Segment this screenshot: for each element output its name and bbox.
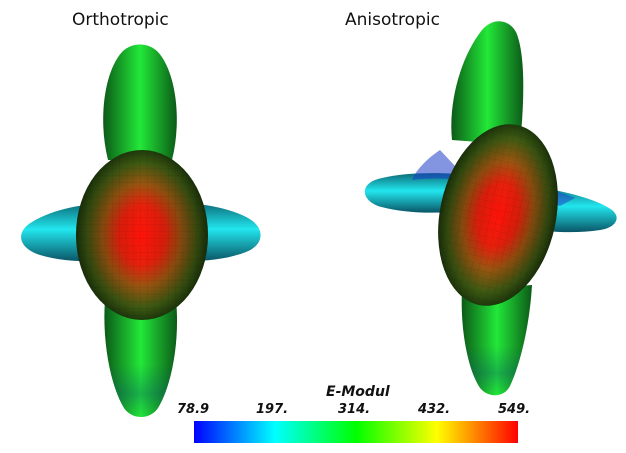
colorbar-tick-label: 549. [498, 402, 531, 417]
orthotropic-surface [21, 44, 261, 417]
colorbar-tick-label: 197. [256, 402, 289, 417]
colorbar-title: E-Modul [326, 384, 390, 400]
title-orthotropic: Orthotropic [72, 10, 169, 30]
ortho-top-lobe [103, 44, 177, 160]
colorbar-tick-label: 432. [418, 402, 451, 417]
anisotropic-surface [364, 21, 617, 396]
colorbar-tick-label: 314. [338, 402, 371, 417]
aniso-top-lobe [451, 21, 524, 145]
colorbar-tick-label: 78.9 [177, 402, 210, 417]
colorbar [194, 421, 518, 443]
title-anisotropic: Anisotropic [345, 10, 440, 30]
